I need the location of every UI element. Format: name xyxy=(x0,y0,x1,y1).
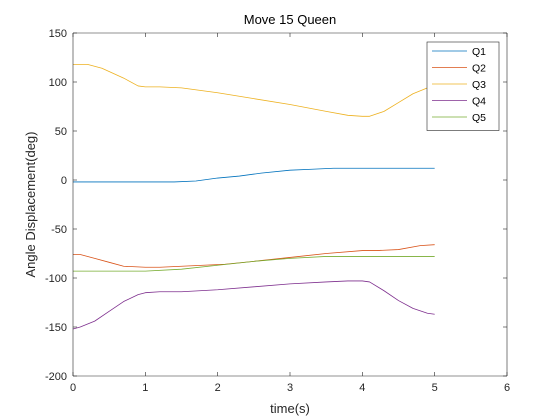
legend-label-q3: Q3 xyxy=(472,79,486,91)
legend: Q1 Q2 Q3 Q4 Q5 xyxy=(426,41,500,131)
legend-box xyxy=(426,41,500,131)
x-axis-label: time(s) xyxy=(270,401,310,416)
series-line-q1 xyxy=(73,167,435,183)
y-tick-label: 0 xyxy=(61,175,67,187)
series-line-q3 xyxy=(73,63,435,117)
chart-title: Move 15 Queen xyxy=(244,12,337,27)
series-line-q5 xyxy=(73,256,435,272)
axes-layer: 0 1 2 3 4 5 6 -200 -150 -100 -50 0 50 100 150 xyxy=(45,28,510,394)
y-tick-label: 50 xyxy=(55,126,67,138)
x-tick-label: 1 xyxy=(142,382,148,394)
x-tick-label: 3 xyxy=(287,382,293,394)
x-tick-label: 0 xyxy=(70,382,76,394)
y-axis-label: Angle Displacement(deg) xyxy=(23,132,38,278)
y-tick-label: -150 xyxy=(45,322,67,334)
x-tick-label: 2 xyxy=(215,382,221,394)
y-tick-label: -50 xyxy=(51,224,67,236)
y-tick-label: -200 xyxy=(45,371,67,383)
series-line-q2 xyxy=(73,244,435,268)
y-tick-label: -100 xyxy=(45,273,67,285)
x-tick-label: 4 xyxy=(359,382,365,394)
series-line-q4 xyxy=(72,280,435,330)
x-tick-label: 5 xyxy=(432,382,438,394)
y-tick-label: 100 xyxy=(49,77,67,89)
legend-label-q5: Q5 xyxy=(472,112,486,124)
x-tick-label: 6 xyxy=(504,382,510,394)
y-tick-label: 150 xyxy=(49,28,67,40)
legend-label-q2: Q2 xyxy=(472,63,486,75)
legend-label-q1: Q1 xyxy=(472,46,486,58)
series-layer xyxy=(72,63,435,330)
legend-label-q4: Q4 xyxy=(472,96,486,108)
